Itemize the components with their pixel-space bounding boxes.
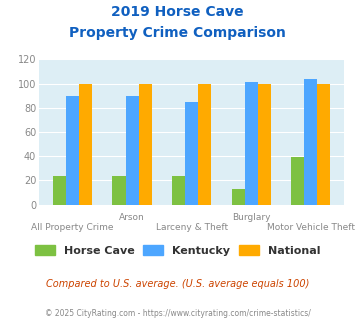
Text: All Property Crime: All Property Crime xyxy=(31,223,114,232)
Text: Burglary: Burglary xyxy=(232,213,271,222)
Legend: Horse Cave, Kentucky, National: Horse Cave, Kentucky, National xyxy=(31,242,324,259)
Bar xyxy=(317,83,331,205)
Bar xyxy=(126,96,139,205)
Text: Compared to U.S. average. (U.S. average equals 100): Compared to U.S. average. (U.S. average … xyxy=(46,279,309,289)
Bar xyxy=(258,83,271,205)
Bar xyxy=(172,176,185,205)
Bar xyxy=(245,82,258,205)
Text: Motor Vehicle Theft: Motor Vehicle Theft xyxy=(267,223,355,232)
Bar xyxy=(291,157,304,205)
Text: 2019 Horse Cave: 2019 Horse Cave xyxy=(111,5,244,19)
Bar xyxy=(198,83,211,205)
Text: Arson: Arson xyxy=(119,213,145,222)
Bar xyxy=(53,176,66,205)
Bar xyxy=(79,83,92,205)
Text: © 2025 CityRating.com - https://www.cityrating.com/crime-statistics/: © 2025 CityRating.com - https://www.city… xyxy=(45,309,310,317)
Text: Larceny & Theft: Larceny & Theft xyxy=(155,223,228,232)
Bar xyxy=(113,176,126,205)
Text: Property Crime Comparison: Property Crime Comparison xyxy=(69,26,286,40)
Bar xyxy=(185,102,198,205)
Bar xyxy=(304,79,317,205)
Bar xyxy=(231,189,245,205)
Bar xyxy=(66,96,79,205)
Bar xyxy=(139,83,152,205)
